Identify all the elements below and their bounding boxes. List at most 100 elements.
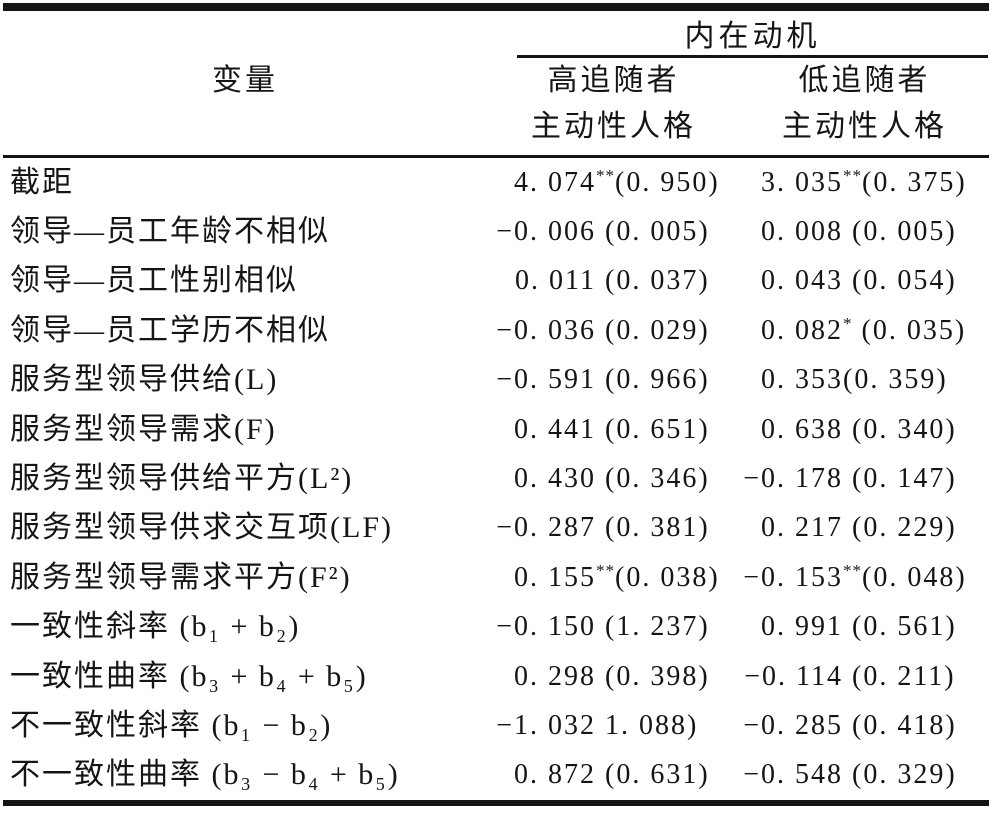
coefficient: −0. 036: [496, 314, 596, 346]
coef-cell-high: −0. 287 (0. 381): [490, 514, 737, 542]
row-label: 服务型领导供求交互项(LF): [10, 511, 393, 545]
row-label: 服务型领导供给平方(L²): [10, 462, 354, 496]
standard-error: (0. 038): [615, 561, 720, 593]
coefficient: −0. 285: [743, 709, 843, 741]
row-label: 服务型领导需求(F): [10, 412, 277, 446]
row-label: 服务型领导需求平方(F²): [10, 560, 352, 594]
row-label: 截距: [10, 165, 74, 199]
standard-error: (0. 229): [843, 512, 957, 544]
standard-error: 1. 088): [596, 709, 699, 741]
standard-error: (0. 329): [843, 759, 957, 791]
significance-stars: **: [596, 560, 615, 580]
row-label: 领导—员工年龄不相似: [10, 215, 330, 249]
spanner-label: 内在动机: [684, 20, 821, 53]
coefficient: 0. 991: [761, 611, 843, 643]
coefficient: 0. 217: [761, 512, 843, 544]
standard-error: (0. 211): [843, 660, 956, 692]
coefficient: 0. 638: [761, 413, 843, 445]
coefficient: −1. 032: [496, 709, 596, 741]
row-label: 一致性斜率 (b₁ + b₂): [10, 610, 301, 644]
coefficient: −0. 006: [496, 216, 596, 248]
coef-cell-low: −0. 285 (0. 418): [737, 709, 992, 741]
table-row: 服务型领导供求交互项(LF) −0. 287 (0. 381) 0. 217 (…: [0, 504, 992, 553]
table-row: 领导—员工学历不相似 −0. 036 (0. 029) 0. 082* (0. …: [0, 306, 992, 355]
coefficient: 0. 430: [514, 463, 596, 495]
significance-stars: **: [843, 560, 862, 580]
table-row: 服务型领导供给(L) −0. 591 (0. 966) 0. 353(0. 35…: [0, 356, 992, 405]
coefficient: 0. 353: [761, 364, 843, 396]
coef-cell-high: 4. 074**(0. 950): [490, 165, 737, 198]
coef-cell-high: −0. 036 (0. 029): [490, 314, 737, 346]
coef-cell-low: 0. 991 (0. 561): [737, 613, 992, 641]
low-group-heading-line2: 主动性人格: [782, 110, 947, 143]
row-label: 领导—员工性别相似: [10, 264, 298, 298]
standard-error: (0. 005): [843, 216, 957, 248]
table-row: 领导—员工年龄不相似 −0. 006 (0. 005) 0. 008 (0. 0…: [0, 207, 992, 256]
coef-cell-low: −0. 114 (0. 211): [737, 660, 992, 692]
coefficient: 4. 074: [514, 166, 596, 198]
table-body: 截距 4. 074**(0. 950) 3. 035**(0. 375) 领导—…: [0, 158, 992, 800]
variable-column-heading: 变量: [212, 63, 278, 97]
coef-cell-low: −0. 178 (0. 147): [737, 465, 992, 493]
standard-error: (0. 950): [615, 166, 720, 198]
standard-error: (0. 346): [596, 463, 710, 495]
coef-cell-low: 0. 353(0. 359): [737, 366, 992, 394]
significance-stars: **: [596, 165, 615, 185]
standard-error: (1. 237): [596, 611, 710, 643]
coef-cell-high: 0. 155**(0. 038): [490, 560, 737, 593]
coefficient: −0. 153: [743, 561, 843, 593]
table-header: 内在动机 变量 高追随者 低追随者 主动性人格 主动性人格: [0, 11, 992, 150]
header-spacer: [0, 11, 490, 58]
coefficient: −0. 150: [496, 611, 596, 643]
coefficient: 0. 043: [761, 265, 843, 297]
standard-error: (0. 561): [843, 611, 957, 643]
coef-cell-low: 0. 043 (0. 054): [737, 267, 992, 295]
standard-error: (0. 054): [843, 265, 957, 297]
standard-error: (0. 048): [862, 561, 967, 593]
standard-error: (0. 418): [843, 709, 957, 741]
table-row: 不一致性曲率 (b₃ − b₄ + b₅) 0. 872 (0. 631) −0…: [0, 751, 992, 800]
standard-error: (0. 029): [596, 314, 710, 346]
row-label: 服务型领导供给(L): [10, 363, 279, 397]
high-group-heading-line2: 主动性人格: [531, 110, 696, 143]
standard-error: (0. 966): [596, 364, 710, 396]
standard-error: (0. 037): [596, 265, 710, 297]
table-row: 领导—员工性别相似 0. 011 (0. 037) 0. 043 (0. 054…: [0, 257, 992, 306]
coefficient: 3. 035: [761, 166, 843, 198]
row-label: 不一致性斜率 (b₁ − b₂): [10, 708, 333, 742]
coef-cell-low: −0. 153**(0. 048): [737, 560, 992, 593]
table-row: 一致性曲率 (b₃ + b₄ + b₅) 0. 298 (0. 398) −0.…: [0, 652, 992, 701]
table-row: 一致性斜率 (b₁ + b₂) −0. 150 (1. 237) 0. 991 …: [0, 603, 992, 652]
coef-cell-high: 0. 441 (0. 651): [490, 413, 737, 445]
table-row: 不一致性斜率 (b₁ − b₂) −1. 032 1. 088) −0. 285…: [0, 701, 992, 750]
standard-error: (0. 359): [843, 364, 948, 396]
coefficient: −0. 114: [744, 660, 843, 692]
coefficient: 0. 441: [514, 413, 596, 445]
table-row: 服务型领导供给平方(L²) 0. 430 (0. 346) −0. 178 (0…: [0, 454, 992, 503]
row-label: 领导—员工学历不相似: [10, 313, 330, 347]
coef-cell-high: −1. 032 1. 088): [490, 709, 737, 741]
coef-cell-low: 0. 638 (0. 340): [737, 413, 992, 445]
standard-error: (0. 005): [596, 216, 710, 248]
table-row: 截距 4. 074**(0. 950) 3. 035**(0. 375): [0, 158, 992, 207]
coef-cell-high: −0. 591 (0. 966): [490, 366, 737, 394]
top-rule: [3, 3, 989, 11]
coef-cell-low: 0. 217 (0. 229): [737, 514, 992, 542]
spanner-heading: 内在动机: [517, 11, 988, 58]
bottom-rule: [3, 800, 989, 806]
standard-error: (0. 631): [596, 759, 710, 791]
standard-error: (0. 651): [596, 413, 710, 445]
standard-error: (0. 035): [852, 314, 967, 346]
low-group-heading-line1: 低追随者: [798, 63, 931, 97]
row-label: 一致性曲率 (b₃ + b₄ + b₅): [10, 659, 368, 693]
standard-error: (0. 375): [862, 166, 967, 198]
coef-cell-high: −0. 150 (1. 237): [490, 613, 737, 641]
standard-error: (0. 147): [843, 463, 957, 495]
significance-stars: **: [843, 165, 862, 185]
coefficient: 0. 155: [514, 561, 596, 593]
significance-stars: *: [843, 313, 853, 333]
high-group-heading-line1: 高追随者: [547, 63, 680, 97]
coef-cell-low: 3. 035**(0. 375): [737, 165, 992, 198]
standard-error: (0. 398): [596, 660, 710, 692]
